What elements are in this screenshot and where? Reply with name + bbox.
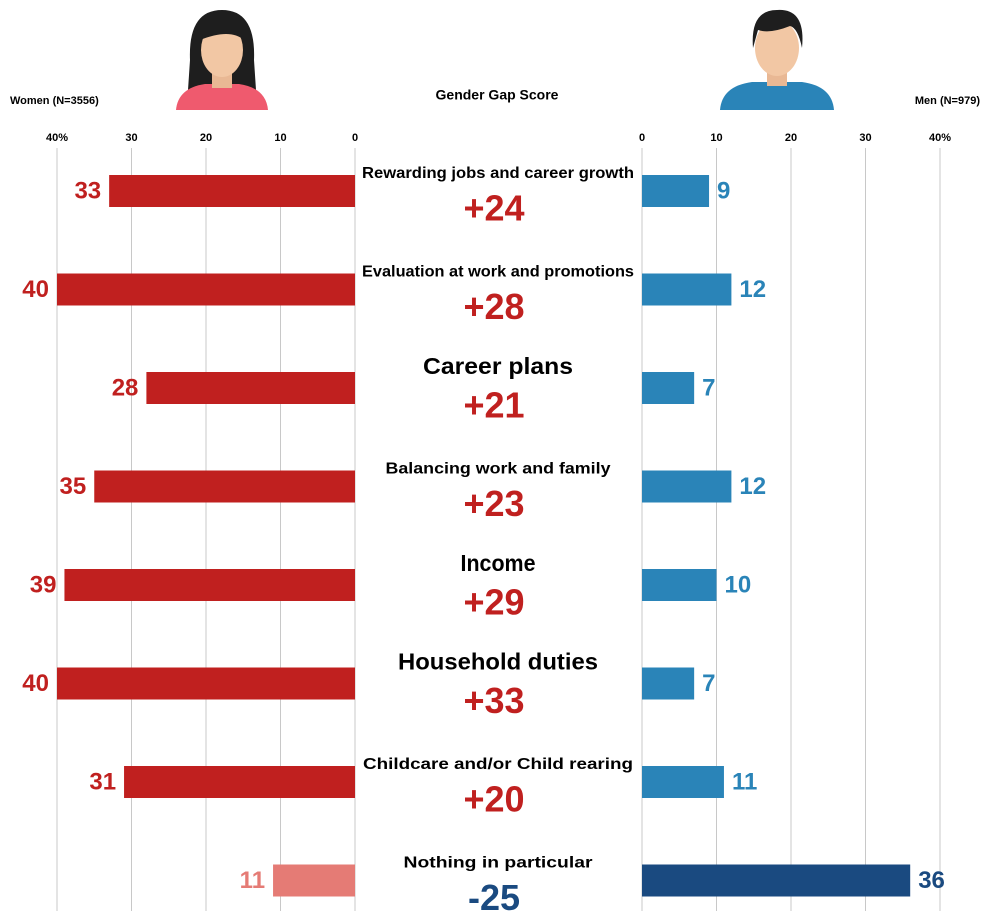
- value-label: 7: [702, 670, 715, 697]
- x-tick-label: 20: [785, 132, 797, 144]
- value-label: 39: [30, 571, 57, 598]
- x-tick-label: 0: [639, 132, 645, 144]
- x-tick-label: 30: [859, 132, 871, 144]
- bar: [146, 372, 355, 404]
- bar: [94, 471, 355, 503]
- gap-score: +23: [463, 483, 524, 524]
- x-tick-label: 40%: [46, 132, 68, 144]
- value-label: 31: [89, 768, 116, 795]
- bar: [57, 274, 355, 306]
- bar: [642, 274, 731, 306]
- bar: [642, 569, 717, 601]
- value-label: 10: [725, 571, 752, 598]
- category-label: Career plans: [423, 353, 573, 379]
- gap-score: +24: [463, 188, 524, 229]
- bar: [642, 372, 694, 404]
- value-label: 11: [732, 768, 757, 795]
- man-icon: [720, 10, 834, 110]
- bar: [642, 175, 709, 207]
- x-tick-label: 10: [710, 132, 722, 144]
- value-label: 35: [60, 473, 87, 500]
- value-label: 40: [22, 670, 49, 697]
- bar: [642, 865, 910, 897]
- category-label: Nothing in particular: [404, 855, 593, 872]
- x-tick-label: 20: [200, 132, 212, 144]
- value-label: 33: [74, 177, 101, 204]
- gap-score: +29: [463, 582, 524, 623]
- gap-score: -25: [468, 877, 520, 911]
- value-label: 12: [739, 276, 766, 303]
- x-tick-label: 10: [274, 132, 286, 144]
- gap-score: +21: [463, 385, 524, 426]
- value-label: 12: [739, 473, 766, 500]
- bar: [64, 569, 355, 601]
- value-label: 40: [22, 276, 49, 303]
- gap-score: +28: [463, 286, 524, 327]
- category-label: Income: [461, 550, 536, 576]
- value-label: 11: [240, 867, 265, 894]
- category-label: Childcare and/or Child rearing: [363, 756, 633, 773]
- woman-icon: [176, 10, 268, 110]
- bar: [57, 668, 355, 700]
- bar: [124, 766, 355, 798]
- value-label: 28: [112, 374, 139, 401]
- category-label: Rewarding jobs and career growth: [362, 165, 634, 182]
- category-label: Evaluation at work and promotions: [362, 264, 634, 281]
- x-tick-label: 0: [352, 132, 358, 144]
- x-tick-label: 40%: [929, 132, 951, 144]
- legend-left: Women (N=3556): [10, 95, 99, 107]
- bar: [642, 766, 724, 798]
- category-label: Balancing work and family: [386, 461, 611, 478]
- bar: [273, 865, 355, 897]
- x-tick-label: 30: [125, 132, 137, 144]
- bar: [642, 471, 731, 503]
- bar: [109, 175, 355, 207]
- value-label: 9: [717, 177, 730, 204]
- chart-title: Gender Gap Score: [436, 87, 559, 103]
- legend-right: Men (N=979): [915, 95, 980, 107]
- value-label: 36: [918, 867, 945, 894]
- value-label: 7: [702, 374, 715, 401]
- category-label: Household duties: [398, 649, 598, 675]
- chart: Gender Gap Score Women (N=3556) Men (N=9…: [0, 0, 990, 911]
- gap-score: +33: [463, 680, 524, 721]
- bar: [642, 668, 694, 700]
- gap-score: +20: [463, 779, 524, 820]
